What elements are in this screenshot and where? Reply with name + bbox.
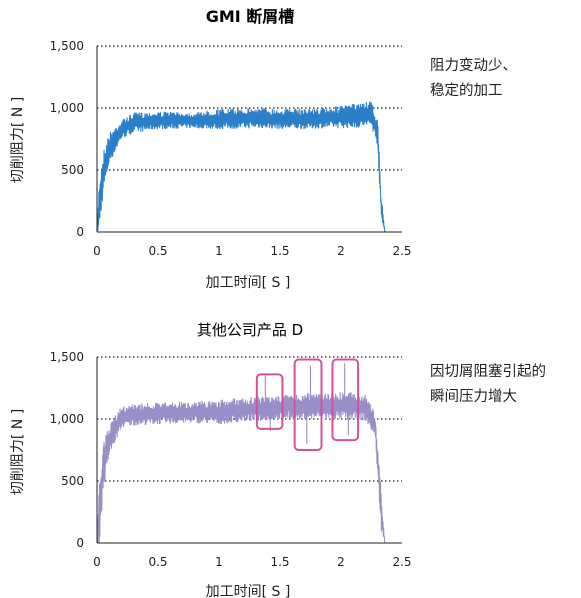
chart2-x-tick-0: 0 <box>93 555 101 569</box>
chart2-x-tick-5: 2.5 <box>392 555 411 569</box>
chart2-title: 其他公司产品 D <box>197 321 303 339</box>
chart2-highlight-box-1 <box>293 358 323 452</box>
chart2-x-axis-label: 加工时间[ S ] <box>206 584 291 598</box>
chart1-x-tick-3: 1.5 <box>270 244 289 258</box>
chart2-x-tick-2: 1 <box>215 555 223 569</box>
chart1-x-tick-0: 0 <box>93 244 101 258</box>
chart1-plot-area <box>96 101 386 233</box>
chart1-y-tick-0: 0 <box>76 225 84 239</box>
chart2-y-tick-2: 1,000 <box>50 412 84 426</box>
chart2-y-tick-3: 1,500 <box>50 350 84 364</box>
chart1-annotation-line2: 稳定的加工 <box>430 82 503 99</box>
chart1-x-tick-4: 2 <box>337 244 345 258</box>
chart2-annotation-line2: 瞬间压力增大 <box>430 388 517 405</box>
chart2-x-tick-1: 0.5 <box>148 555 167 569</box>
chart2-highlight-boxes <box>255 358 360 452</box>
chart1-y-ticks: 0 500 1,000 1,500 <box>50 39 84 239</box>
chart2-x-ticks: 0 0.5 1 1.5 2 2.5 <box>93 555 411 569</box>
chart2-axes <box>96 357 402 544</box>
chart1-y-axis-label: 切削阻力[ N ] <box>10 97 26 183</box>
chart1-axes <box>96 46 402 233</box>
chart2-y-ticks: 0 500 1,000 1,500 <box>50 350 84 550</box>
chart2-y-axis-label: 切削阻力[ N ] <box>10 409 26 495</box>
chart1-series-trace <box>96 101 386 233</box>
chart2-plot-area <box>96 363 386 544</box>
chart-competitor-d: 其他公司产品 D 0 500 1,000 1,500 0 0.5 1 1.5 2 2.5 加工时… <box>10 321 546 598</box>
chart2-x-tick-4: 2 <box>337 555 345 569</box>
chart1-x-ticks: 0 0.5 1 1.5 2 2.5 <box>93 244 411 258</box>
chart1-x-axis-label: 加工时间[ S ] <box>206 275 291 291</box>
chart1-annotation-line1: 阻力变动少、 <box>430 57 517 74</box>
chart1-grid <box>97 45 402 171</box>
chart1-y-tick-2: 1,000 <box>50 101 84 115</box>
chart2-highlight-box-0 <box>255 373 284 430</box>
chart1-y-tick-1: 500 <box>61 163 84 177</box>
chart2-annotation-line1: 因切屑阻塞引起的 <box>430 362 546 380</box>
chart1-x-tick-2: 1 <box>215 244 223 258</box>
chart1-y-tick-3: 1,500 <box>50 39 84 53</box>
chart2-y-tick-1: 500 <box>61 474 84 488</box>
chart1-x-tick-5: 2.5 <box>392 244 411 258</box>
chart2-highlight-box-2 <box>331 358 360 442</box>
chart-gmi-chipbreaker: GMI 断屑槽 0 500 1,000 1,500 0 0.5 1 1.5 2 2.5 加工时间… <box>10 7 517 291</box>
chart1-title: GMI 断屑槽 <box>206 7 295 26</box>
chart2-y-tick-0: 0 <box>76 536 84 550</box>
chart2-series-trace <box>96 363 386 544</box>
chart1-x-tick-1: 0.5 <box>148 244 167 258</box>
chart2-x-tick-3: 1.5 <box>270 555 289 569</box>
